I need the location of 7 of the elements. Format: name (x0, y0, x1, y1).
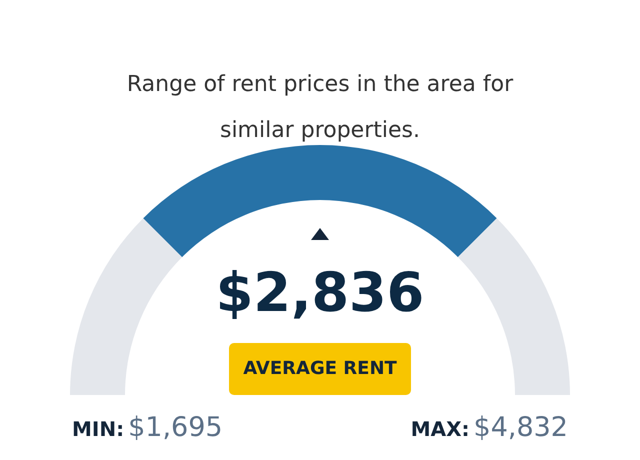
text: $4,832 (474, 412, 568, 443)
text: $1,695 (128, 412, 223, 443)
text: AVERAGE RENT (229, 343, 411, 395)
text: MIN: (72, 417, 124, 441)
text: $2,836 (214, 260, 426, 326)
chart-subtitle: Range of rent prices in the area for similar properties. (126, 71, 514, 145)
text: MAX: (410, 417, 470, 441)
